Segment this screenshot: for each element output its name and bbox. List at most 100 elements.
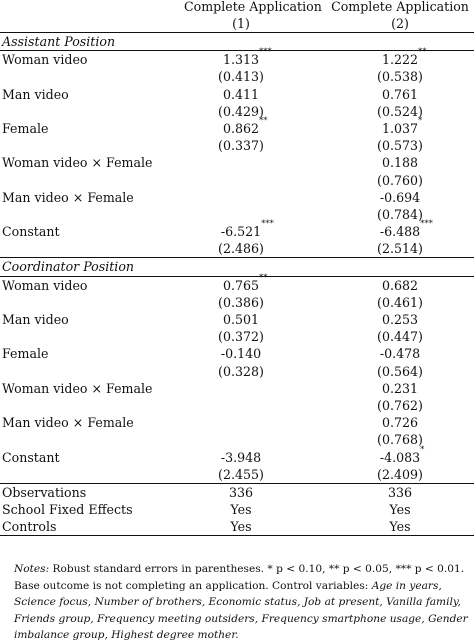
- se-col1: (0.337): [218, 138, 264, 154]
- coef-col1-stars: **: [259, 115, 268, 126]
- coef-col2: 0.761: [326, 86, 474, 103]
- coef-col2: 0.231: [326, 380, 474, 397]
- coef-col2: -0.694: [326, 189, 474, 206]
- header-row-titles: Complete Application Complete Applicatio…: [0, 0, 474, 15]
- se-col2: (0.762): [377, 397, 423, 413]
- rule-below-panel-title: [0, 50, 474, 52]
- coef-col1-value-wrap: 0.862 **: [222, 116, 268, 137]
- coef-col1-value-wrap: -0.140: [221, 345, 261, 362]
- panel-title-text: Assistant Position: [2, 34, 116, 49]
- coef-col1-stars: ***: [259, 47, 272, 58]
- coef-col1-value-wrap: 0.411: [223, 86, 259, 103]
- coef-col2-value: -0.478: [379, 346, 421, 362]
- coef-col1: -3.948: [184, 449, 298, 466]
- coef-col2-value: -4.083: [379, 449, 421, 465]
- table-row-se: (0.328) (0.564): [0, 363, 474, 380]
- coef-col2-stars: ***: [420, 219, 433, 230]
- table-row-se: (0.760): [0, 172, 474, 189]
- col2-number: (2): [391, 16, 409, 31]
- coef-col2-value-wrap: -4.083 *: [379, 445, 425, 466]
- row-label: Woman video: [2, 277, 88, 293]
- row-label: Man video: [2, 312, 69, 327]
- coef-col1: [184, 189, 298, 206]
- row-label: Female: [2, 346, 49, 362]
- coef-col2-value-wrap: -0.478: [380, 345, 420, 362]
- table-row-se: (0.372) (0.447): [0, 328, 474, 345]
- table-row-se: (0.386) (0.461): [0, 294, 474, 311]
- se-col2: (0.461): [377, 294, 423, 310]
- se-col2: (0.760): [377, 172, 423, 188]
- row-label: Man video × Female: [2, 415, 134, 431]
- coef-col1-value-wrap: -6.521 ***: [220, 219, 274, 240]
- coef-col1-value: -6.521: [220, 224, 262, 240]
- table-row: Man video 0.501 0.253: [0, 311, 474, 328]
- coef-col1-value: 0.862: [222, 120, 260, 136]
- table-row: Woman video 1.313 *** 1.222 **: [0, 47, 474, 68]
- table-row: Constant -3.948 -4.083 *: [0, 445, 474, 466]
- panel-title-text: Coordinator Position: [2, 259, 135, 275]
- table-row-se: (0.768): [0, 431, 474, 448]
- col1-title: Complete Application: [184, 0, 322, 14]
- coef-col2-value: 0.231: [381, 380, 419, 396]
- notes-line1: Robust standard errors in parentheses. *…: [49, 563, 465, 575]
- se-col2: (0.564): [377, 363, 423, 379]
- rule-below-header: [0, 32, 474, 33]
- coef-col1-value: 1.313: [222, 52, 260, 68]
- table-row: Woman video 0.765 ** 0.682: [0, 273, 474, 294]
- coef-col1-value-wrap: 0.765 **: [222, 273, 268, 294]
- coef-col1-stars: ***: [261, 219, 274, 230]
- header-row-numbers: (1) (2): [0, 15, 474, 32]
- se-col2: (0.573): [377, 138, 423, 154]
- coef-col2-value-wrap: 0.761: [382, 86, 418, 103]
- coef-col2-stars: **: [418, 47, 427, 58]
- coef-col2: 0.188: [326, 154, 474, 171]
- coef-col2: -4.083 *: [326, 445, 474, 466]
- table-row-se: (0.762): [0, 397, 474, 414]
- coef-col2: -0.478: [326, 345, 474, 362]
- table-row-se: (2.486) (2.514): [0, 240, 474, 257]
- coef-col2: 0.682: [326, 277, 474, 294]
- coef-col1: -0.140: [184, 345, 298, 362]
- footer-col2: Yes: [389, 502, 411, 518]
- footer-label: Observations: [2, 484, 87, 500]
- row-label: Constant: [2, 224, 60, 240]
- coef-col1-value: 0.501: [222, 312, 260, 327]
- se-col2: (0.768): [377, 432, 423, 448]
- regression-table: Complete Application Complete Applicatio…: [0, 0, 474, 537]
- coef-col2-value-wrap: 0.682: [382, 277, 418, 294]
- row-label: Man video: [2, 86, 69, 102]
- se-col2: (0.524): [377, 103, 423, 119]
- coef-col1: 0.501: [184, 311, 298, 328]
- coef-col1-value: 0.411: [222, 86, 260, 102]
- se-col1: (0.372): [218, 329, 264, 345]
- se-col1: (0.413): [218, 69, 264, 85]
- col2-title: Complete Application: [331, 0, 469, 14]
- footer-label: School Fixed Effects: [2, 502, 133, 518]
- coef-col2-value: 0.253: [381, 312, 419, 327]
- footer-row: School Fixed Effects Yes Yes: [0, 501, 474, 518]
- row-label: Female: [2, 120, 49, 136]
- footer-row: Observations 336 336: [0, 484, 474, 501]
- coef-col1-value-wrap: -3.948: [221, 449, 261, 466]
- coef-col2-value-wrap: 1.222 **: [382, 47, 427, 68]
- coef-col1: 0.411: [184, 86, 298, 103]
- col1-number: (1): [232, 16, 250, 31]
- table-row: Man video × Female -0.694: [0, 189, 474, 206]
- coef-col2-value: -0.694: [379, 189, 421, 205]
- coef-col2: 0.726: [326, 414, 474, 431]
- coef-col2-value: 0.726: [381, 415, 419, 431]
- notes-prefix: Notes:: [14, 563, 50, 575]
- table-row-se: (0.429) (0.524): [0, 103, 474, 120]
- table-row: Man video × Female 0.726: [0, 414, 474, 431]
- se-col1: (0.386): [218, 294, 264, 310]
- table-row: Constant -6.521 *** -6.488 ***: [0, 219, 474, 240]
- rule-bottom: [0, 535, 474, 537]
- coef-col2-value: 0.761: [381, 86, 419, 102]
- coef-col2-value-wrap: 1.037 *: [382, 116, 422, 137]
- coef-col2-value-wrap: 0.726: [382, 414, 418, 431]
- table-row: Female 0.862 ** 1.037 *: [0, 116, 474, 137]
- coef-col1-value: 0.765: [222, 277, 260, 293]
- table-row-se: (0.784): [0, 206, 474, 223]
- coef-col2-stars: *: [420, 444, 425, 455]
- table-notes: Notes: Robust standard errors in parenth…: [14, 561, 474, 644]
